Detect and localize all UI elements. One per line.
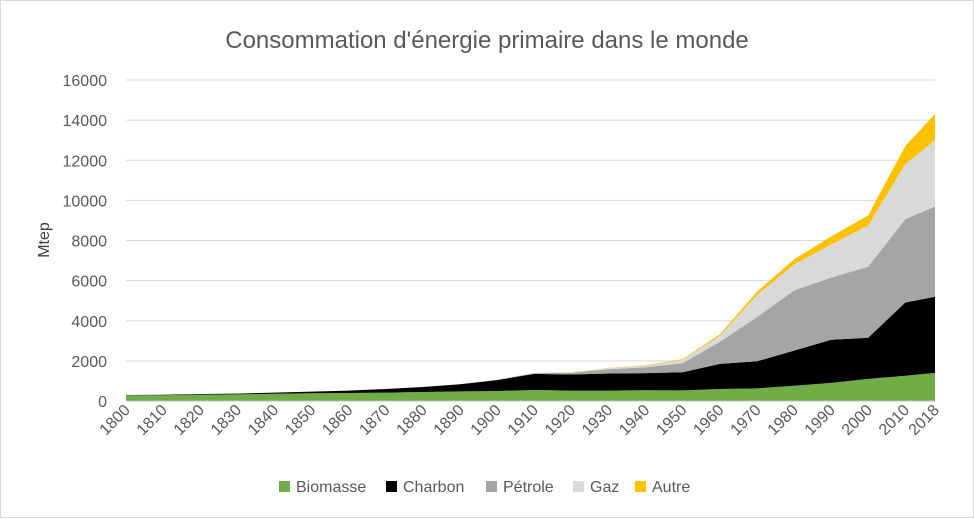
legend-label-charbon: Charbon [403,479,464,496]
y-tick-label: 8000 [71,234,107,251]
legend-label-biomasse: Biomasse [296,479,366,496]
legend-swatch-autre [635,481,646,492]
area-gaz [126,140,935,395]
x-tick-label: 1960 [690,402,727,439]
y-tick-label: 6000 [71,274,107,291]
area-series [126,114,935,401]
y-tick-label: 12000 [63,153,108,170]
x-tick-label: 1870 [356,402,393,439]
x-tick-label: 2000 [839,402,876,439]
x-tick-label: 1940 [616,402,653,439]
x-tick-label: 2018 [906,402,943,439]
x-tick-label: 2010 [876,402,913,439]
x-tick-label: 1980 [765,402,802,439]
x-tick-label: 1970 [728,402,765,439]
legend-swatch-charbon [386,481,397,492]
x-tick-label: 1990 [802,402,839,439]
x-axis: 1800 1810 1820 1830 1840 1850 1860 1870 1880 1890… [97,402,943,439]
x-tick-label: 1890 [431,402,468,439]
legend-label-autre: Autre [652,479,690,496]
y-tick-label: 4000 [71,314,107,331]
y-tick-label: 0 [98,394,107,411]
legend-label-gaz: Gaz [590,479,619,496]
y-axis: 0 2000 4000 6000 8000 10000 12000 14000 16000 [63,73,108,411]
x-tick-label: 1810 [134,402,171,439]
x-tick-label: 1840 [245,402,282,439]
x-tick-label: 1850 [282,402,319,439]
x-tick-label: 1950 [653,402,690,439]
y-axis-label: Mtep [36,222,53,258]
x-tick-label: 1860 [319,402,356,439]
legend-swatch-biomasse [279,481,290,492]
legend-swatch-gaz [573,481,584,492]
x-tick-label: 1820 [171,402,208,439]
x-tick-label: 1830 [208,402,245,439]
x-tick-label: 1900 [468,402,505,439]
y-tick-label: 14000 [63,113,108,130]
legend-swatch-petrole [486,481,497,492]
x-tick-label: 1910 [505,402,542,439]
area-petrole [126,206,935,395]
area-biomasse [126,372,935,401]
area-charbon [126,296,935,396]
gridlines [126,79,935,362]
legend-label-petrole: Pétrole [503,479,554,496]
legend: Biomasse Charbon Pétrole Gaz Autre [279,479,690,496]
x-tick-label: 1880 [394,402,431,439]
chart-title: Consommation d'énergie primaire dans le … [225,27,749,54]
x-tick-label: 1920 [542,402,579,439]
y-tick-label: 16000 [63,73,108,90]
y-tick-label: 2000 [71,354,107,371]
x-tick-label: 1930 [579,402,616,439]
y-tick-label: 10000 [63,193,108,210]
